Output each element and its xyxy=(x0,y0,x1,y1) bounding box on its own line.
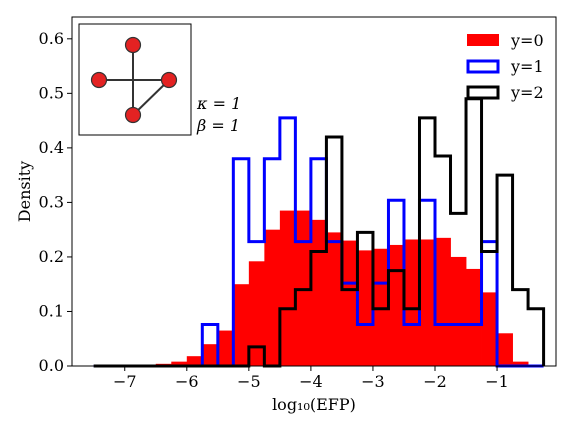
y-tick-label: 0.3 xyxy=(39,192,64,211)
y-axis-label: Density xyxy=(15,161,34,222)
y-tick-label: 0.6 xyxy=(39,29,64,48)
bar-y=0-bin-23 xyxy=(450,256,467,366)
bar-y=0-bin-10 xyxy=(248,261,265,366)
legend-label-y=2: y=2 xyxy=(510,83,544,102)
legend-swatch-y=1 xyxy=(466,59,500,74)
x-tick-label: −1 xyxy=(485,372,509,391)
beta-annotation: β = 1 xyxy=(196,116,240,135)
bar-y=0-bin-15 xyxy=(326,232,343,366)
bar-y=0-bin-9 xyxy=(233,284,250,366)
bar-y=0-bin-25 xyxy=(481,292,498,366)
graph-edge xyxy=(132,79,170,116)
bar-y=0-bin-19 xyxy=(388,244,405,366)
legend-swatch-y=0 xyxy=(467,34,499,46)
y-tick-label: 0.2 xyxy=(39,247,64,266)
legend: y=0 y=1 y=2 xyxy=(466,31,544,102)
x-tick-label: −5 xyxy=(237,372,261,391)
bar-y=0-bin-17 xyxy=(357,250,374,366)
bar-y=0-bin-11 xyxy=(264,229,281,366)
y-axis-ticks: 0.0 0.1 0.2 0.3 0.4 0.5 0.6 xyxy=(39,29,72,375)
x-axis-label: log₁₀(EFP) xyxy=(272,395,356,414)
bar-y=0-bin-16 xyxy=(341,240,358,366)
bar-y=0-bin-5 xyxy=(171,361,188,366)
graph-node-bottom xyxy=(124,106,142,124)
graph-node-top xyxy=(124,36,142,54)
legend-label-y=0: y=0 xyxy=(510,31,544,50)
y-tick-label: 0.5 xyxy=(39,83,64,102)
y-tick-label: 0.4 xyxy=(39,138,64,157)
bar-y=0-bin-27 xyxy=(512,361,529,366)
x-tick-label: −4 xyxy=(299,372,323,391)
x-tick-label: −2 xyxy=(423,372,447,391)
bar-y=0-bin-22 xyxy=(435,237,451,366)
bar-y=0-bin-7 xyxy=(202,344,219,366)
y-tick-label: 0.1 xyxy=(39,301,64,320)
legend-swatch-y=2 xyxy=(466,85,500,100)
x-axis-ticks: −7 −6 −5 −4 −3 −2 −1 xyxy=(113,366,509,391)
bar-y=0-bin-6 xyxy=(186,356,203,366)
graph-node-right xyxy=(160,71,178,89)
x-tick-label: −6 xyxy=(175,372,199,391)
graph-node-left xyxy=(90,71,108,89)
plot-frame xyxy=(71,16,557,367)
bar-y=0-bin-21 xyxy=(419,239,436,366)
kappa-annotation: κ = 1 xyxy=(196,94,241,113)
bar-y=0-bin-14 xyxy=(310,219,327,366)
x-tick-label: −7 xyxy=(113,372,137,391)
x-tick-label: −3 xyxy=(361,372,385,391)
legend-label-y=1: y=1 xyxy=(510,57,544,76)
bar-y=0-bin-24 xyxy=(466,268,482,366)
y-tick-label: 0.0 xyxy=(39,356,64,375)
bar-y=0-bin-12 xyxy=(279,210,296,366)
efp-graph-inset xyxy=(78,23,192,136)
bar-y=0-bin-26 xyxy=(497,333,513,366)
bar-y=0-bin-8 xyxy=(217,330,234,366)
bar-y=0-bin-20 xyxy=(403,239,420,366)
